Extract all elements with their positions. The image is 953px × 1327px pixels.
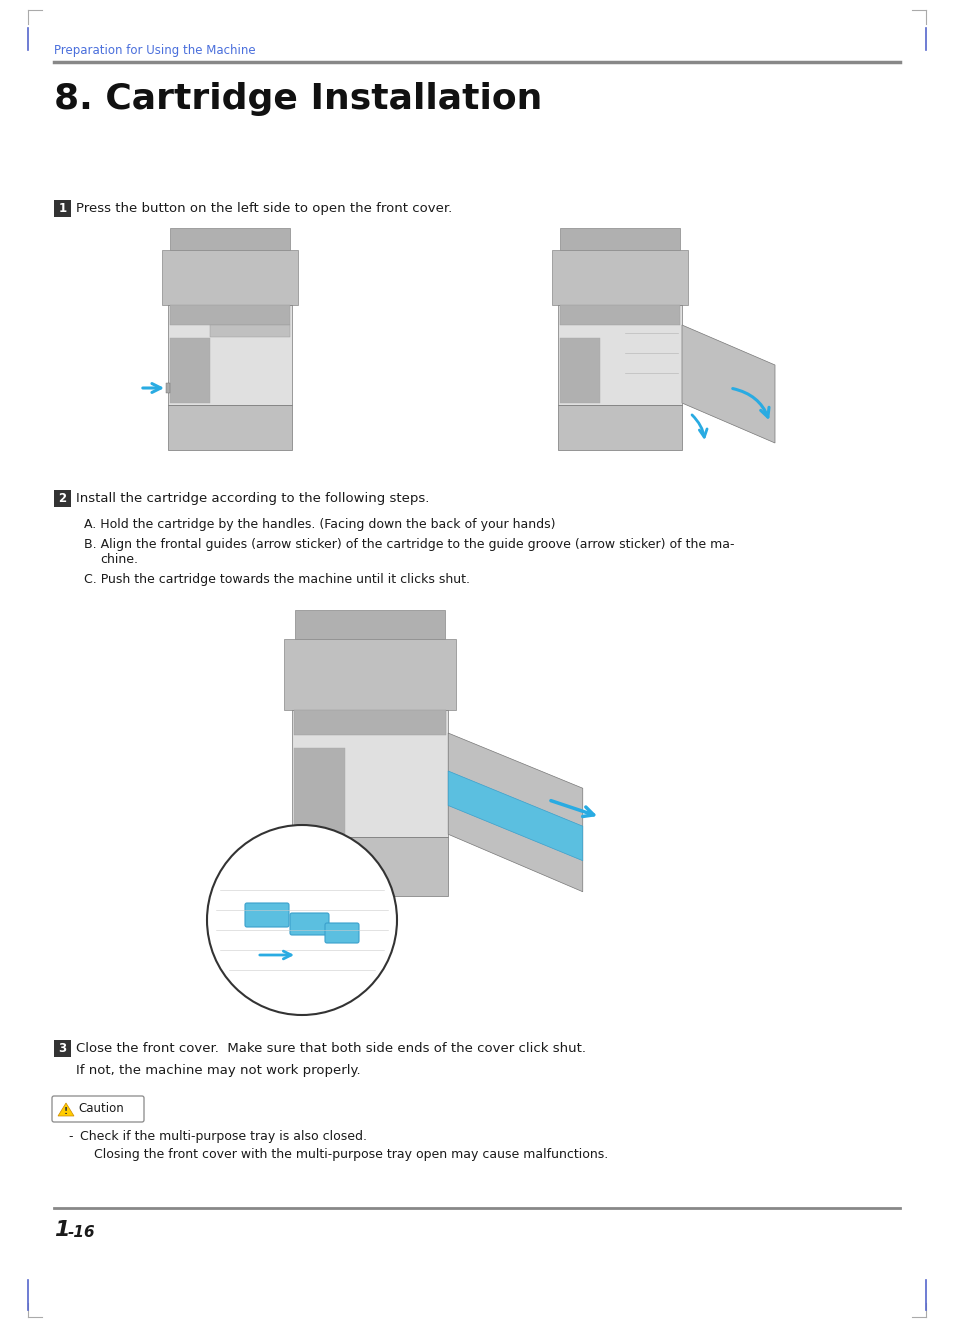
Text: !: ! — [64, 1107, 68, 1116]
FancyBboxPatch shape — [559, 338, 599, 403]
Text: Preparation for Using the Machine: Preparation for Using the Machine — [54, 44, 255, 57]
FancyBboxPatch shape — [552, 249, 687, 305]
Text: 1: 1 — [58, 202, 67, 215]
Polygon shape — [448, 733, 582, 892]
FancyBboxPatch shape — [559, 305, 679, 325]
Text: B. Align the frontal guides (arrow sticker) of the cartridge to the guide groove: B. Align the frontal guides (arrow stick… — [84, 537, 734, 551]
FancyBboxPatch shape — [54, 490, 71, 507]
Text: Install the cartridge according to the following steps.: Install the cartridge according to the f… — [76, 492, 429, 506]
Text: 8. Cartridge Installation: 8. Cartridge Installation — [54, 82, 542, 115]
FancyBboxPatch shape — [559, 228, 679, 249]
Text: 3: 3 — [58, 1042, 67, 1055]
FancyBboxPatch shape — [325, 924, 358, 943]
FancyBboxPatch shape — [170, 228, 290, 249]
FancyBboxPatch shape — [294, 610, 444, 638]
FancyBboxPatch shape — [245, 902, 289, 928]
FancyBboxPatch shape — [292, 710, 448, 836]
FancyBboxPatch shape — [166, 384, 170, 393]
FancyBboxPatch shape — [170, 338, 210, 403]
FancyBboxPatch shape — [54, 200, 71, 218]
FancyBboxPatch shape — [558, 305, 681, 405]
Text: Caution: Caution — [78, 1103, 124, 1116]
FancyBboxPatch shape — [54, 1040, 71, 1058]
Text: chine.: chine. — [100, 553, 138, 567]
Polygon shape — [58, 1103, 74, 1116]
Circle shape — [207, 825, 396, 1015]
Text: Press the button on the left side to open the front cover.: Press the button on the left side to ope… — [76, 202, 452, 215]
FancyBboxPatch shape — [283, 638, 456, 710]
FancyBboxPatch shape — [162, 249, 297, 305]
FancyBboxPatch shape — [210, 325, 290, 337]
Text: 2: 2 — [58, 492, 67, 506]
Text: 1: 1 — [54, 1220, 70, 1239]
FancyBboxPatch shape — [558, 405, 681, 450]
Text: -: - — [68, 1131, 72, 1143]
FancyBboxPatch shape — [292, 836, 448, 896]
FancyBboxPatch shape — [168, 405, 292, 450]
Text: -16: -16 — [68, 1225, 95, 1239]
Text: Close the front cover.  Make sure that both side ends of the cover click shut.: Close the front cover. Make sure that bo… — [76, 1042, 585, 1055]
FancyBboxPatch shape — [168, 305, 292, 405]
Polygon shape — [448, 771, 582, 861]
FancyBboxPatch shape — [170, 305, 290, 325]
Text: Check if the multi-purpose tray is also closed.: Check if the multi-purpose tray is also … — [80, 1131, 367, 1143]
Text: If not, the machine may not work properly.: If not, the machine may not work properl… — [76, 1064, 360, 1078]
FancyBboxPatch shape — [294, 710, 445, 735]
Text: C. Push the cartridge towards the machine until it clicks shut.: C. Push the cartridge towards the machin… — [84, 573, 470, 587]
FancyBboxPatch shape — [290, 913, 329, 936]
Text: A. Hold the cartridge by the handles. (Facing down the back of your hands): A. Hold the cartridge by the handles. (F… — [84, 518, 555, 531]
FancyBboxPatch shape — [52, 1096, 144, 1123]
FancyBboxPatch shape — [294, 748, 344, 835]
Polygon shape — [681, 325, 774, 443]
Text: Closing the front cover with the multi-purpose tray open may cause malfunctions.: Closing the front cover with the multi-p… — [94, 1148, 608, 1161]
